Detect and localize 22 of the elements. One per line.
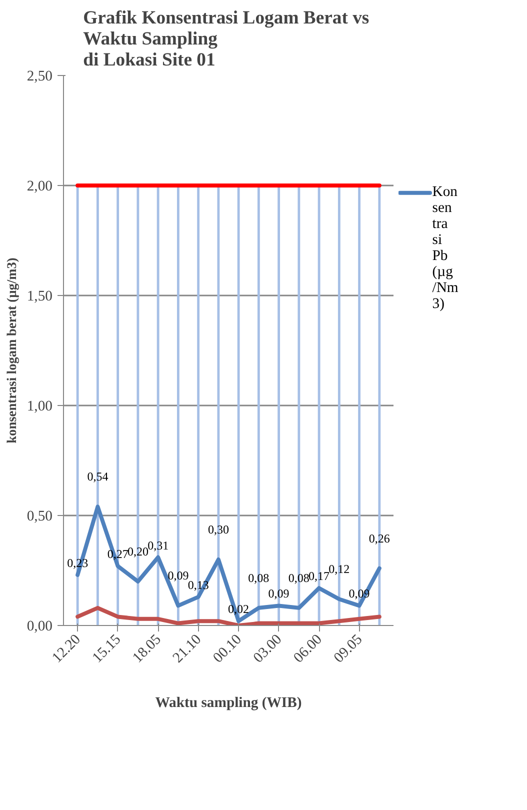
data-label: 0,09 <box>268 586 290 601</box>
data-label: 0,20 <box>127 544 148 558</box>
data-label: 0,12 <box>328 562 350 576</box>
y-tick-label: 0,00 <box>26 618 53 634</box>
y-tick-label: 1,00 <box>26 398 53 414</box>
y-axis-title: konsentrasi logam berat (µg/m3) <box>4 258 19 444</box>
legend-label: Konsentrasi Pb (µg/Nm3) <box>432 184 459 312</box>
x-axis-title: Waktu sampling (WIB) <box>155 694 302 711</box>
data-label: 0,17 <box>308 569 330 584</box>
data-label: 0,09 <box>168 568 189 583</box>
data-label: 0,08 <box>288 570 310 585</box>
y-tick-label: 0,50 <box>26 508 53 524</box>
data-label: 0,31 <box>148 538 169 552</box>
data-label: 0,54 <box>87 470 108 484</box>
y-tick-label: 1,50 <box>26 288 53 304</box>
y-tick-label: 2,50 <box>26 68 53 84</box>
data-label: 0,30 <box>208 522 229 536</box>
data-label: 0,26 <box>368 531 390 546</box>
chart-title: Grafik Konsentrasi Logam Berat vs Waktu Sampling di Lokasi Site 01 <box>83 8 370 70</box>
line-series <box>76 606 382 626</box>
y-tick-label: 2,00 <box>26 178 53 194</box>
data-label: 0,08 <box>248 570 270 585</box>
